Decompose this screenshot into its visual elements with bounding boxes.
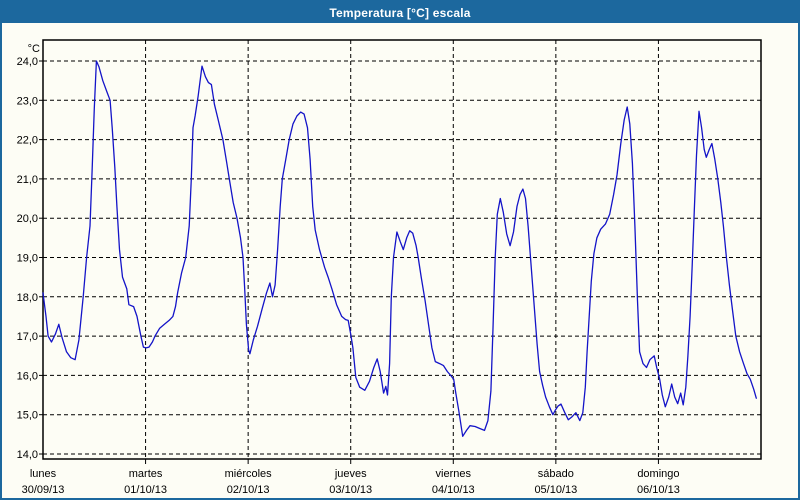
x-date-label: 03/10/13 [329,484,372,496]
y-tick-label: 17,0 [17,331,38,343]
x-date-label: 04/10/13 [432,484,475,496]
y-tick-label: 21,0 [17,174,38,186]
temperature-line-chart: 24,0 23,0 22,0 21,0 20,0 19,0 18,0 17,0 16,0 15,0… [17,39,762,496]
x-date-label: 06/10/13 [637,484,680,496]
x-date-label: 05/10/13 [534,484,577,496]
y-axis-unit-label: °C [28,43,40,55]
x-day-label: jueves [334,468,367,480]
x-day-label: viernes [436,468,472,480]
x-date-label: 02/10/13 [227,484,270,496]
series-line-temperatura [42,60,757,437]
x-date-label: 30/09/13 [22,484,65,496]
y-tick-label: 23,0 [17,95,38,107]
plot-border [42,39,762,460]
x-day-label: domingo [637,468,679,480]
window-titlebar: Temperatura [°C] escala [2,2,798,23]
y-tick-label: 14,0 [17,449,38,461]
y-tick-label: 20,0 [17,213,38,225]
y-tick-label: 22,0 [17,135,38,147]
y-tick-label: 18,0 [17,292,38,304]
x-day-label: martes [129,468,163,480]
x-day-label: miércoles [225,468,273,480]
window-title: Temperatura [°C] escala [329,5,471,20]
y-tick-label: 19,0 [17,253,38,265]
plot-background [43,40,761,459]
x-date-label: 01/10/13 [124,484,167,496]
y-tick-label: 16,0 [17,370,38,382]
x-day-label: sábado [538,468,574,480]
y-tick-label: 15,0 [17,410,38,422]
x-day-label: lunes [30,468,57,480]
chart-area: 24,0 23,0 22,0 21,0 20,0 19,0 18,0 17,0 16,0 15,0… [2,23,798,498]
y-tick-label: 24,0 [17,56,38,68]
